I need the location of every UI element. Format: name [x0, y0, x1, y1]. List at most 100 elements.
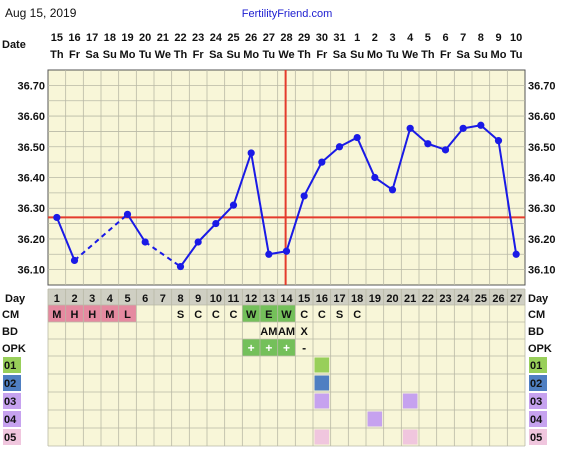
weekday-label: Mo [491, 49, 507, 61]
date-label: 7 [460, 32, 466, 44]
custom-row-label-left: 04 [4, 414, 17, 426]
custom-row-label-right: 02 [530, 378, 542, 390]
cm-cell-fill [65, 305, 84, 322]
temperature-segment [250, 152, 270, 255]
opk-cell-fill [242, 339, 260, 356]
y-tick-label-right: 36.30 [528, 203, 556, 215]
opk-cell-fill [277, 339, 296, 356]
y-tick-label-left: 36.20 [17, 234, 45, 246]
temperature-point [300, 192, 308, 200]
cm-value: H [71, 309, 79, 321]
weekday-label: Sa [333, 49, 347, 61]
opk-value: + [283, 341, 290, 355]
cycle-day-label: 13 [263, 293, 275, 305]
table-row-bg [48, 374, 525, 392]
date-label: 8 [478, 32, 484, 44]
weekday-label: We [278, 49, 294, 61]
weekday-label: Fr [193, 49, 205, 61]
y-tick-label-left: 36.10 [17, 265, 45, 277]
cm-value: L [124, 309, 131, 321]
cycle-day-label: 22 [422, 293, 434, 305]
date-label: 5 [425, 32, 431, 44]
cm-value: M [52, 309, 61, 321]
temperature-point [459, 124, 467, 132]
date-label: 28 [280, 32, 292, 44]
cycle-day-label: 15 [298, 293, 310, 305]
temperature-segment [444, 127, 464, 151]
cm-value: S [177, 309, 184, 321]
custom-row-mark [314, 357, 330, 373]
temperature-point [424, 140, 432, 148]
custom-row-label-left: 05 [4, 432, 16, 444]
cm-value: E [265, 309, 272, 321]
table-row-bg [48, 428, 525, 446]
weekday-label: Su [350, 49, 364, 61]
cm-value: C [353, 309, 361, 321]
temperature-segment [55, 217, 76, 261]
temperature-point [371, 173, 379, 182]
date-row-label: Date [2, 39, 26, 51]
date-label: 21 [157, 32, 169, 44]
cycle-day-label: 7 [160, 293, 166, 305]
custom-row-label-right: 01 [530, 360, 542, 372]
y-tick-label-right: 36.10 [528, 265, 556, 277]
cm-row-label-right: CM [528, 309, 545, 321]
temperature-point [494, 137, 503, 145]
temperature-point [70, 256, 79, 265]
cycle-day-label: 27 [510, 293, 522, 305]
date-label: 10 [510, 32, 522, 44]
temperature-point [247, 149, 255, 157]
table-row-bg [48, 356, 525, 374]
y-tick-label-left: 36.60 [17, 111, 45, 123]
weekday-label: Fr [69, 49, 81, 61]
temperature-segment [303, 161, 323, 197]
cycle-day-label: 2 [71, 293, 77, 305]
cm-value: W [281, 309, 292, 321]
temperature-point [477, 121, 485, 129]
weekday-label: Mo [120, 49, 136, 61]
cm-value: C [300, 309, 308, 321]
header-date: Aug 15, 2019 [5, 6, 77, 20]
date-label: 1 [354, 32, 360, 44]
opk-cell-fill [260, 339, 278, 356]
cycle-day-label: 26 [492, 293, 504, 305]
temperature-segment [356, 137, 376, 178]
weekday-label: Th [297, 49, 311, 61]
date-label: 20 [139, 32, 151, 44]
weekday-label: We [402, 49, 418, 61]
temperature-point [53, 213, 61, 222]
temperature-point [141, 238, 149, 246]
weekday-label: Sa [456, 49, 470, 61]
cm-value: M [105, 309, 114, 321]
y-tick-label-right: 36.40 [528, 173, 556, 185]
temperature-point [353, 133, 361, 142]
temperature-point [265, 250, 273, 258]
cm-cell-fill [101, 305, 119, 322]
weekday-label: Su [226, 49, 240, 61]
y-tick-label-right: 36.60 [528, 111, 556, 123]
date-label: 29 [298, 32, 310, 44]
y-tick-label-left: 36.30 [17, 203, 45, 215]
weekday-label: Su [103, 49, 117, 61]
day-row-bg [48, 289, 525, 305]
temperature-segment [285, 195, 306, 252]
cycle-day-label: 17 [333, 293, 345, 305]
temperature-point [282, 247, 291, 255]
y-tick-label-left: 36.40 [17, 173, 45, 185]
temperature-segment [197, 222, 217, 243]
custom-row-label-left: 03 [4, 396, 16, 408]
temperature-segment [179, 241, 199, 268]
opk-value: + [248, 341, 255, 355]
y-tick-label-left: 36.50 [17, 142, 45, 154]
day-row-label-right: Day [528, 293, 549, 305]
weekday-label: Th [421, 49, 435, 61]
y-tick-label-left: 36.70 [17, 80, 45, 92]
bd-value: AM [278, 326, 295, 338]
temperature-segment [232, 152, 253, 206]
cycle-day-label: 19 [369, 293, 381, 305]
cm-row-label-left: CM [2, 309, 19, 321]
cm-value: C [212, 309, 220, 321]
weekday-label: Sa [85, 49, 99, 61]
custom-row-swatch-left [3, 357, 21, 373]
bd-value: X [300, 326, 308, 338]
